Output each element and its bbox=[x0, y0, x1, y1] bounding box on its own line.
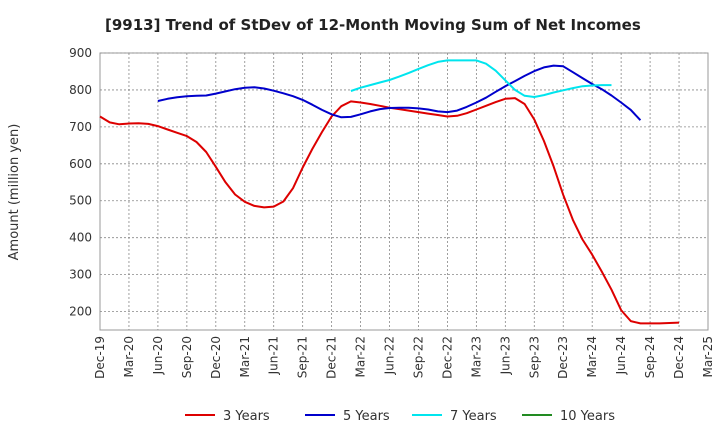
plot-area bbox=[99, 52, 709, 331]
x-tick-label: Jun-20 bbox=[151, 336, 165, 375]
x-tick-label: Jun-22 bbox=[383, 336, 397, 375]
x-tick-label: Sep-21 bbox=[296, 336, 310, 378]
y-tick-label: 800 bbox=[69, 83, 92, 97]
x-tick-label: Jun-24 bbox=[614, 336, 628, 375]
x-tick-label: Mar-21 bbox=[238, 336, 252, 377]
x-tick-label: Jun-23 bbox=[498, 336, 512, 375]
legend-label: 10 Years bbox=[560, 409, 615, 424]
y-tick-label: 600 bbox=[69, 157, 92, 171]
x-tick-label: Sep-24 bbox=[643, 336, 657, 378]
x-tick-label: Mar-24 bbox=[585, 336, 599, 377]
x-tick-label: Dec-20 bbox=[209, 336, 223, 379]
y-tick-label: 500 bbox=[69, 194, 92, 208]
x-tick-label: Sep-22 bbox=[411, 336, 425, 378]
x-tick-label: Dec-19 bbox=[93, 336, 107, 379]
y-tick-label: 700 bbox=[69, 120, 92, 134]
x-tick-label: Mar-20 bbox=[122, 336, 136, 377]
x-tick-label: Jun-21 bbox=[267, 336, 281, 375]
x-tick-label: Sep-20 bbox=[180, 336, 194, 378]
x-tick-label: Dec-22 bbox=[440, 336, 454, 379]
gridlines bbox=[100, 52, 708, 330]
series-lines bbox=[99, 59, 680, 325]
legend-label: 5 Years bbox=[343, 409, 390, 424]
legend-label: 7 Years bbox=[450, 409, 497, 424]
x-tick-label: Mar-25 bbox=[701, 336, 715, 377]
x-tick-label: Dec-23 bbox=[556, 336, 570, 379]
x-tick-label: Dec-21 bbox=[325, 336, 339, 379]
x-axis-ticks: Dec-19 Mar-20 Jun-20 Sep-20 Dec-20 Mar-21 Jun-… bbox=[93, 336, 715, 379]
x-tick-label: Dec-24 bbox=[672, 336, 686, 379]
x-tick-label: Sep-23 bbox=[527, 336, 541, 378]
x-tick-label: Mar-22 bbox=[354, 336, 368, 377]
y-tick-label: 200 bbox=[69, 305, 92, 319]
series-line-5-years bbox=[157, 64, 642, 121]
legend: 3 Years 5 Years 7 Years 10 Years bbox=[185, 409, 615, 424]
y-axis-label: Amount (million yen) bbox=[7, 124, 22, 261]
y-tick-label: 400 bbox=[69, 231, 92, 245]
y-tick-label: 300 bbox=[69, 268, 92, 282]
chart-title: [9913] Trend of StDev of 12-Month Moving… bbox=[105, 16, 641, 34]
y-axis-ticks: 200 300 400 500 600 700 800 900 bbox=[69, 46, 92, 319]
y-tick-label: 900 bbox=[69, 46, 92, 60]
series-line-7-years bbox=[350, 59, 612, 98]
x-tick-label: Mar-23 bbox=[469, 336, 483, 377]
legend-label: 3 Years bbox=[223, 409, 270, 424]
plot-frame bbox=[99, 52, 709, 331]
